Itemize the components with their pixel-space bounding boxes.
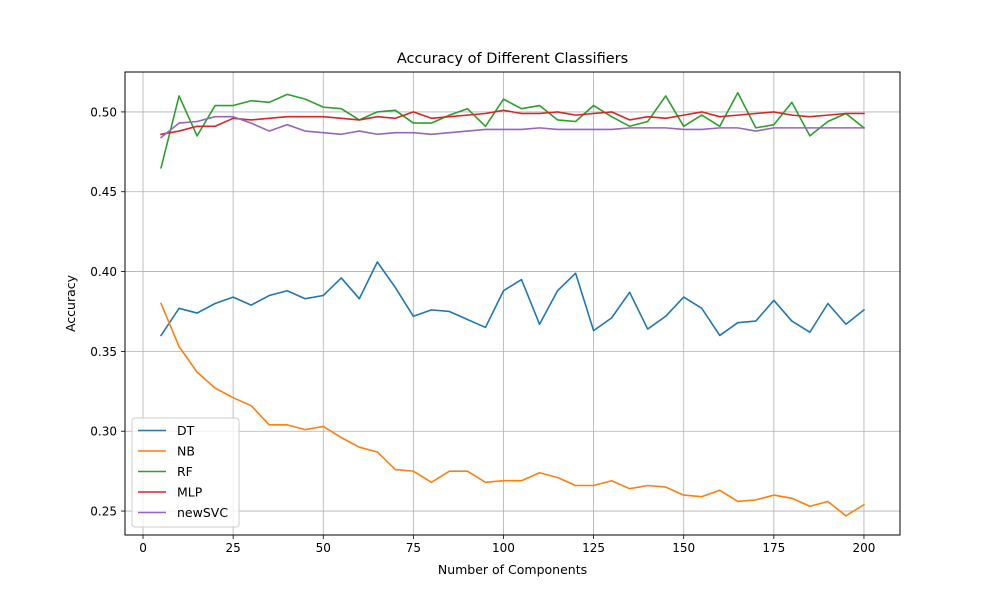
legend-label-rf: RF [177,464,193,479]
chart-title: Accuracy of Different Classifiers [397,51,628,67]
series-line-newsvc [159,115,865,139]
series-lines [159,91,866,517]
legend-label-dt: DT [177,423,195,438]
x-tick-label: 175 [762,541,785,555]
x-tick-label: 25 [225,541,240,555]
y-tick-label: 0.35 [90,345,117,359]
x-tick-label: 200 [853,541,876,555]
y-tick-label: 0.45 [90,185,117,199]
series-line-dt [159,261,866,337]
series-line-rf [160,91,866,169]
x-tick-label: 100 [492,541,515,555]
x-tick-label: 50 [316,541,331,555]
y-tick-label: 0.25 [90,505,117,519]
x-tick-label: 125 [582,541,605,555]
legend-label-newsvc: newSVC [177,505,228,520]
y-axis-ticks: 0.25 0.30 0.35 0.40 0.45 0.50 [90,105,125,519]
legend-label-nb: NB [177,444,195,459]
x-tick-label: 75 [406,541,421,555]
y-tick-label: 0.40 [90,265,117,279]
x-axis-label: Number of Components [438,562,587,577]
series-line-mlp [160,109,865,136]
legend-box [131,417,240,528]
legend-label-mlp: MLP [177,485,203,500]
x-axis-ticks: 0 25 50 75 100 125 150 175 200 [139,535,875,555]
x-tick-label: 150 [672,541,695,555]
series-line-nb [160,302,866,517]
y-tick-label: 0.50 [90,105,117,119]
y-tick-label: 0.30 [90,425,117,439]
plot-area-frame [124,71,901,536]
legend: DT NB RF MLP newSVC [131,417,240,528]
y-axis-label: Accuracy [63,274,78,332]
x-tick-label: 0 [139,541,147,555]
